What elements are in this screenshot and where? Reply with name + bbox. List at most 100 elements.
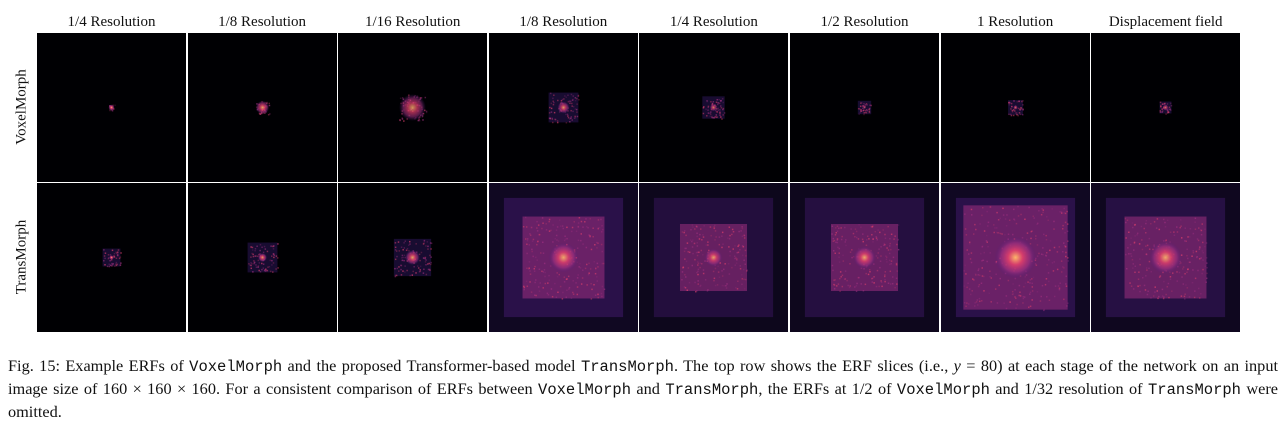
erf-speckle (833, 279, 835, 281)
erf-speckle (1045, 264, 1048, 266)
erf-speckle (1206, 277, 1208, 280)
erf-speckle (593, 260, 595, 263)
erf-speckle (1031, 299, 1033, 301)
erf-speckle (551, 117, 553, 120)
erf-speckle (1036, 222, 1039, 225)
erf-speckle (696, 271, 699, 274)
erf-speckle (556, 121, 559, 124)
erf-speckle (699, 266, 702, 269)
erf-speckle (528, 244, 530, 246)
erf-speckle (1176, 280, 1179, 282)
erf-speckle (716, 101, 718, 103)
erf-speckle (574, 115, 576, 118)
erf-speckle (104, 264, 106, 266)
erf-speckle (272, 256, 275, 259)
erf-speckle (569, 100, 572, 103)
erf-speckle (570, 116, 572, 118)
erf-speckle (526, 285, 528, 288)
erf-speckle (831, 225, 834, 227)
erf-speckle (1173, 231, 1175, 233)
erf-speckle (1005, 214, 1008, 216)
erf-speckle (411, 274, 414, 276)
erf-speckle (840, 276, 842, 278)
erf-speckle (556, 120, 559, 122)
erf-speckle (556, 272, 558, 274)
erf-speckle (847, 284, 849, 287)
erf-core (405, 250, 421, 265)
erf-speckle (884, 237, 887, 240)
erf-speckle (267, 113, 270, 116)
erf-speckle (596, 247, 598, 249)
erf-panel (639, 33, 789, 182)
erf-speckle (868, 268, 871, 271)
erf-speckle (707, 244, 710, 246)
erf-speckle (1134, 224, 1136, 226)
erf-core (108, 104, 115, 111)
erf-speckle (269, 245, 272, 247)
erf-speckle (684, 273, 686, 276)
erf-speckle (589, 236, 591, 238)
erf-speckle (719, 112, 722, 114)
erf-speckle (270, 259, 273, 262)
erf-speckle (531, 250, 533, 253)
erf-speckle (583, 221, 586, 223)
erf-speckle (983, 230, 985, 232)
erf-speckle (891, 282, 894, 285)
erf-speckle (742, 245, 745, 248)
erf-speckle (104, 257, 106, 260)
erf-speckle (1161, 288, 1164, 291)
erf-speckle (593, 244, 596, 246)
erf-speckle (409, 243, 411, 245)
erf-speckle (1062, 242, 1065, 244)
erf-speckle (697, 273, 700, 276)
erf-speckle (1045, 234, 1047, 237)
erf-speckle (866, 109, 869, 112)
erf-speckle (696, 251, 698, 254)
erf-speckle (576, 286, 579, 288)
erf-speckle (1127, 247, 1129, 249)
erf-speckle (717, 102, 720, 104)
erf-heatmap (790, 183, 939, 332)
erf-speckle (1036, 290, 1038, 293)
erf-speckle (1145, 222, 1147, 225)
erf-speckle (893, 238, 895, 240)
erf-speckle (419, 259, 422, 262)
erf-speckle (590, 298, 592, 300)
erf-speckle (522, 225, 525, 228)
erf-speckle (685, 286, 687, 289)
erf-speckle (707, 106, 710, 109)
erf-speckle (703, 236, 705, 238)
erf-speckle (1167, 112, 1169, 114)
erf-speckle (592, 235, 594, 238)
erf-speckle (1194, 290, 1196, 292)
erf-speckle (1159, 110, 1162, 112)
erf-speckle (397, 241, 400, 243)
erf-speckle (974, 274, 977, 276)
erf-speckle (408, 244, 410, 246)
erf-speckle (260, 262, 263, 265)
erf-speckle (964, 228, 966, 230)
erf-speckle (1132, 226, 1134, 229)
erf-speckle (733, 230, 735, 233)
erf-speckle (684, 247, 687, 250)
erf-speckle (839, 277, 841, 280)
erf-speckle (262, 251, 264, 254)
erf-speckle (542, 271, 544, 273)
erf-speckle (985, 240, 987, 242)
erf-speckle (1017, 215, 1019, 217)
erf-speckle (1134, 271, 1136, 274)
erf-speckle (706, 100, 709, 103)
erf-speckle (701, 239, 703, 241)
erf-speckle (529, 270, 531, 272)
erf-speckle (737, 245, 740, 248)
erf-speckle (1204, 265, 1207, 268)
erf-speckle (550, 288, 552, 290)
erf-speckle (703, 107, 705, 109)
erf-speckle (590, 282, 592, 285)
erf-speckle (265, 270, 267, 272)
erf-speckle (404, 271, 406, 273)
erf-speckle (732, 248, 735, 250)
erf-speckle (857, 238, 860, 240)
erf-speckle (897, 238, 899, 241)
erf-core (853, 246, 876, 269)
